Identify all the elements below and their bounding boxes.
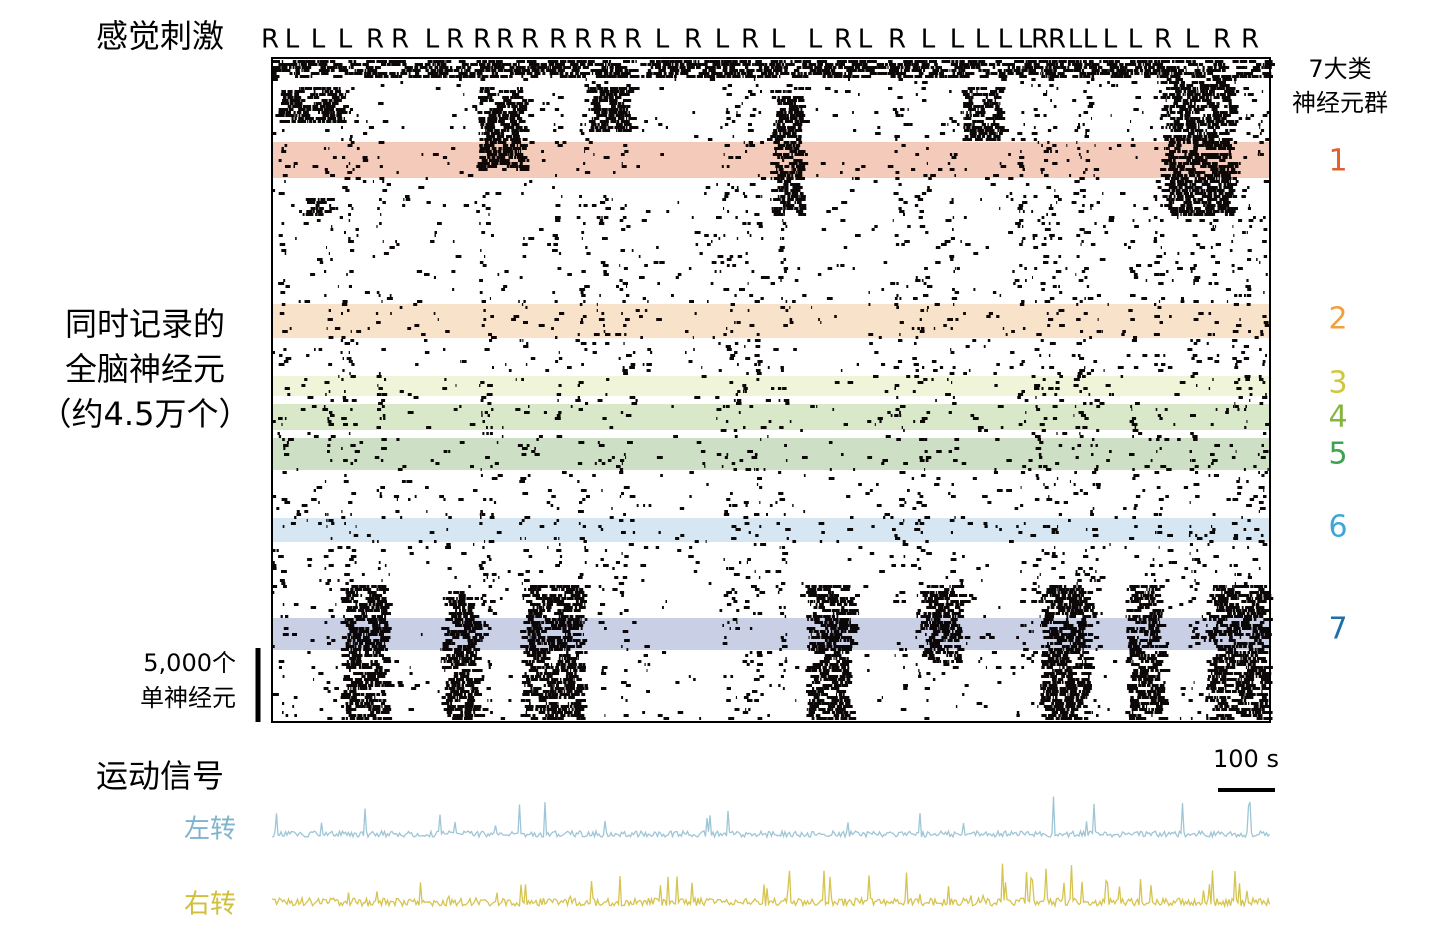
stimulus: R — [834, 25, 852, 55]
stimulus: L — [715, 25, 730, 55]
cluster-band — [272, 376, 1270, 396]
stimulus: L — [808, 25, 823, 55]
raster-label: 同时记录的 — [65, 305, 225, 343]
stimulus: R — [496, 25, 514, 55]
stimulus: R — [574, 25, 592, 55]
stimulus: R — [521, 25, 539, 55]
cluster-title: 神经元群 — [1292, 89, 1388, 117]
stimulus: R — [473, 25, 491, 55]
trace-label: 左转 — [184, 815, 236, 845]
stimulus: L — [858, 25, 873, 55]
cluster-label: 3 — [1328, 366, 1347, 401]
stimulus: L — [425, 25, 440, 55]
cluster-label: 4 — [1328, 400, 1347, 435]
stimulus: R — [1154, 25, 1172, 55]
stimulus: R — [1213, 25, 1231, 55]
motor-trace — [271, 863, 1271, 909]
cluster-label: 5 — [1328, 437, 1347, 472]
stimulus: R — [1048, 25, 1066, 55]
cluster-title: 7大类 — [1308, 55, 1371, 83]
stimulus: L — [950, 25, 965, 55]
stimulus: L — [285, 25, 300, 55]
stimulus: L — [1068, 25, 1083, 55]
stimulus: R — [624, 25, 642, 55]
cluster-band — [272, 142, 1270, 178]
cluster-label: 7 — [1328, 612, 1347, 647]
stimulus: R — [549, 25, 567, 55]
cluster-band — [272, 438, 1270, 470]
cluster-label: 1 — [1328, 144, 1347, 179]
stimulus: R — [391, 25, 409, 55]
motor-title: 运动信号 — [96, 757, 224, 795]
stimulus: R — [261, 25, 279, 55]
stimulus: L — [311, 25, 326, 55]
raster-label: （约4.5万个） — [40, 395, 251, 433]
raster-label: 全脑神经元 — [65, 350, 225, 388]
raster-frame — [271, 57, 1271, 723]
stimulus: R — [446, 25, 464, 55]
scale-label: 单神经元 — [140, 684, 236, 712]
stimulus: L — [338, 25, 353, 55]
cluster-bands — [272, 142, 1270, 650]
stimulus: R — [888, 25, 906, 55]
stimulus: L — [1185, 25, 1200, 55]
stimulus: R — [1031, 25, 1049, 55]
trace-label: 右转 — [184, 890, 236, 920]
cluster-labels: 1 2 345 6 7 — [1328, 144, 1347, 647]
stimulus: L — [1128, 25, 1143, 55]
cluster-band — [272, 404, 1270, 430]
stimulus: R — [599, 25, 617, 55]
stimulus: L — [1018, 25, 1033, 55]
cluster-band — [272, 518, 1270, 542]
cluster-label: 2 — [1328, 302, 1347, 337]
stimulus: L — [655, 25, 670, 55]
cluster-label: 6 — [1328, 510, 1347, 545]
stimulus: R — [684, 25, 702, 55]
stimulus: R — [366, 25, 384, 55]
stimulus: R — [1241, 25, 1259, 55]
stimulus: R — [741, 25, 759, 55]
stimulus: L — [998, 25, 1013, 55]
motor-trace — [271, 796, 1270, 840]
stimulus: L — [1103, 25, 1118, 55]
cluster-band — [272, 304, 1270, 338]
stimulus: L — [975, 25, 990, 55]
stimulus: L — [1083, 25, 1098, 55]
cluster-band — [272, 618, 1270, 650]
scale-label: 5,000个 — [143, 649, 236, 677]
motor-traces — [271, 796, 1271, 909]
stimulus-title: 感觉刺激 — [96, 17, 224, 55]
stimulus: L — [921, 25, 936, 55]
stimulus: L — [771, 25, 786, 55]
time-scale-label: 100 s — [1213, 745, 1279, 773]
stimulus-row: R L L L R R L R R R R R R R R L R L R L L R L R L L L L LRR L L L L R L R R — [261, 25, 1259, 55]
